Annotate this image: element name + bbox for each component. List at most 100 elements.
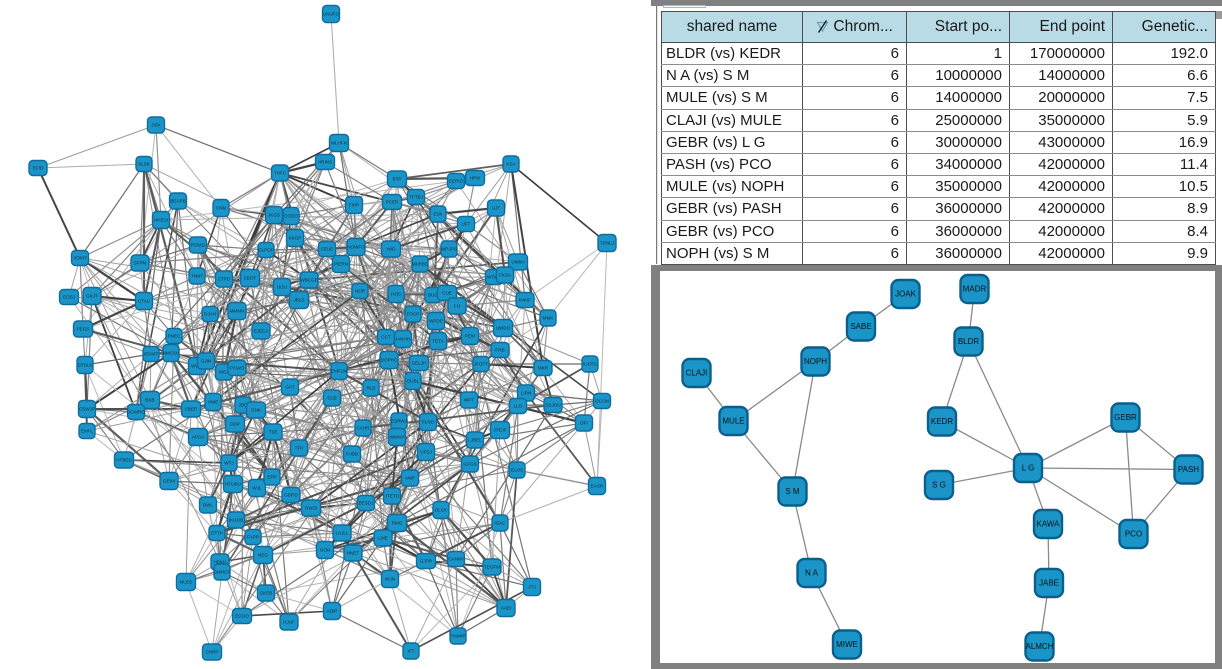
svg-text:JBLS: JBLS [294,298,305,303]
svg-text:EPP: EPP [267,475,276,480]
svg-text:UJT: UJT [492,206,501,211]
svg-text:EJEEA: EJEEA [254,329,269,334]
svg-text:FOCP: FOCP [407,312,420,317]
svg-text:PASH: PASH [1178,465,1199,474]
svg-text:IFT: IFT [408,649,415,654]
svg-text:JISK: JISK [151,123,162,128]
svg-text:NMCSH: NMCSH [163,351,180,356]
svg-text:HDKH: HDKH [213,560,226,565]
svg-text:HHEUI: HHEUI [154,218,168,223]
svg-text:TFTBJ: TFTBJ [409,195,423,200]
svg-text:HTBED: HTBED [116,458,132,463]
svg-text:PEW: PEW [465,334,476,339]
svg-text:CBEP: CBEP [185,407,198,412]
svg-text:LIRN: LIRN [521,391,531,396]
svg-text:L G: L G [1022,464,1035,473]
svg-text:SGE: SGE [327,396,337,401]
svg-text:BLDR: BLDR [958,337,980,346]
svg-text:DJAH: DJAH [204,312,216,317]
svg-text:THFC: THFC [274,171,287,176]
svg-text:DLPOF: DLPOF [258,248,274,253]
svg-text:GEWI: GEWI [163,479,175,484]
svg-text:HOWFG: HOWFG [347,245,365,250]
svg-text:OJW: OJW [201,359,212,364]
svg-text:JTJ: JTJ [528,585,535,590]
svg-text:SOMT: SOMT [73,256,86,261]
svg-text:HFUBU: HFUBU [225,482,241,487]
svg-text:HJIG: HJIG [391,292,402,297]
svg-text:SABE: SABE [850,322,871,331]
svg-text:OWGI: OWGI [305,506,318,511]
svg-text:WBCGE: WBCGE [300,278,317,283]
svg-text:FAPR: FAPR [247,535,260,540]
svg-text:TETA: TETA [432,339,444,344]
svg-text:JKGS: JKGS [268,213,280,218]
svg-text:INKIF: INKIF [519,298,531,303]
svg-text:WPDE: WPDE [429,319,443,324]
svg-text:UWIKI: UWIKI [511,260,524,265]
svg-text:NOPH: NOPH [804,357,827,366]
svg-text:LME: LME [378,536,387,541]
svg-text:MMMN: MMMN [230,309,245,314]
svg-text:MIWE: MIWE [836,640,858,649]
svg-text:EDOO: EDOO [235,614,249,619]
svg-text:GON: GON [320,548,330,553]
svg-text:N A: N A [805,569,819,578]
svg-text:DDP: DDP [230,422,240,427]
svg-text:IGAC: IGAC [494,521,506,526]
svg-text:MADR: MADR [963,285,987,294]
svg-text:TEGFM: TEGFM [484,565,500,570]
svg-text:JFOTT: JFOTT [474,362,488,367]
svg-text:GAT: GAT [285,385,294,390]
svg-text:DFI: DFI [580,421,587,426]
svg-text:OTTK: OTTK [211,531,224,536]
svg-text:PIERN: PIERN [334,262,348,267]
svg-text:ENFL: ENFL [81,429,93,434]
svg-text:DTSLK: DTSLK [78,363,94,368]
svg-text:CNM: CNM [216,206,227,211]
svg-text:BTP: BTP [393,177,402,182]
svg-text:PCO: PCO [1125,530,1142,539]
svg-text:FIHP: FIHP [349,203,359,208]
svg-text:SFPM: SFPM [134,261,147,266]
svg-text:NEG: NEG [258,553,268,558]
svg-text:GELJH: GELJH [412,361,427,366]
svg-text:PCWO: PCWO [230,366,245,371]
svg-text:EOSJ: EOSJ [63,295,75,300]
svg-text:CSWJP: CSWJP [79,407,95,412]
svg-text:OCCM: OCCM [595,399,609,404]
svg-text:SLSK: SLSK [138,162,151,167]
svg-text:MPJPS: MPJPS [441,247,456,252]
svg-text:TSE: TSE [269,430,278,435]
svg-text:AAEI: AAEI [501,606,511,611]
svg-text:RDMD: RDMD [191,243,205,248]
svg-text:EASR: EASR [591,484,604,489]
svg-text:EUII: EUII [434,212,443,217]
svg-text:S G: S G [932,481,946,490]
svg-text:LAJLL: LAJLL [335,531,348,536]
svg-text:HWE: HWE [208,400,219,405]
svg-text:CAHR: CAHR [356,426,370,431]
svg-text:TKNLJ: TKNLJ [600,241,614,246]
svg-text:JTEJF: JTEJF [493,428,506,433]
svg-text:EGRWA: EGRWA [390,419,408,424]
svg-text:UDU: UDU [277,285,287,290]
svg-text:KEDR: KEDR [931,417,953,426]
svg-text:GJPR: GJPR [420,559,433,564]
svg-text:JOAK: JOAK [895,290,917,299]
svg-text:TNIWP: TNIWP [451,634,466,639]
svg-text:SSJOU: SSJOU [545,403,560,408]
svg-text:LLO: LLO [514,404,523,409]
svg-text:GKJT: GKJT [86,294,98,299]
svg-text:HJUF: HJUF [283,620,295,625]
svg-text:CERIO: CERIO [449,179,464,184]
svg-text:PCER: PCER [386,200,399,205]
svg-text:WTJ: WTJ [224,461,233,466]
svg-text:WPT: WPT [464,398,474,403]
svg-text:HRINS: HRINS [318,160,332,165]
svg-text:PEGS: PEGS [77,327,90,332]
svg-text:S M: S M [785,487,800,496]
svg-text:PLNO: PLNO [422,420,435,425]
svg-text:GDRD: GDRD [284,493,298,498]
svg-text:FHDB: FHDB [346,452,359,457]
